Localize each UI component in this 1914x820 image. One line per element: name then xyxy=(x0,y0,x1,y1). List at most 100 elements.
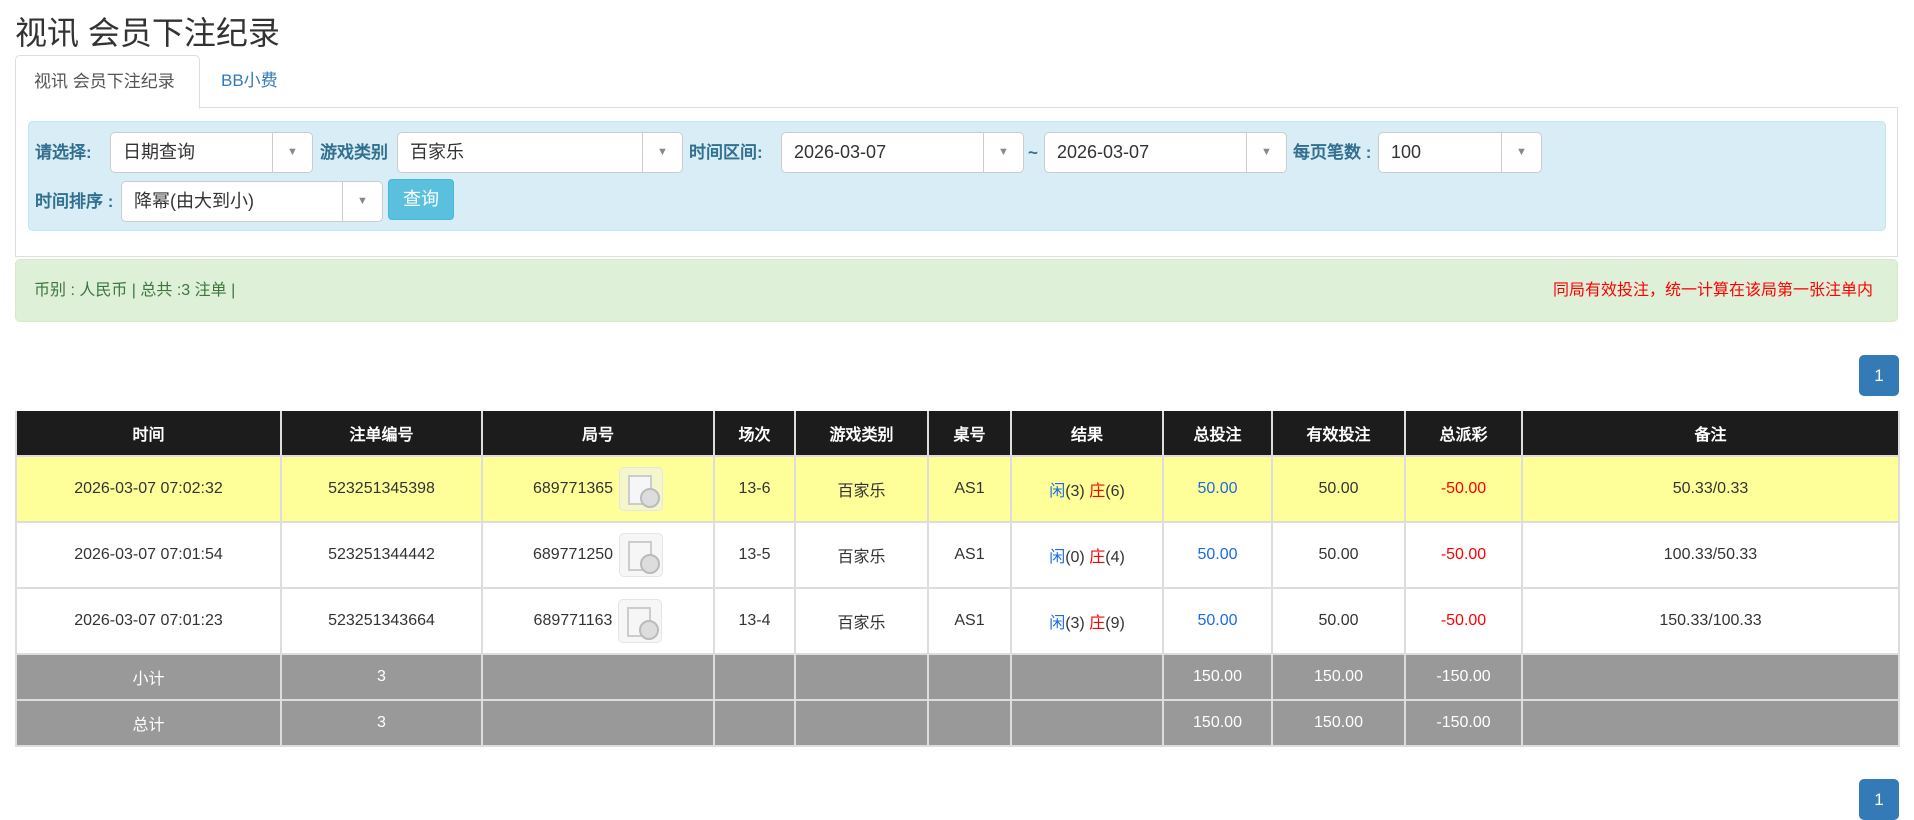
session: 13-5 xyxy=(713,521,796,589)
column-header: 备注 xyxy=(1521,411,1900,457)
subtotal-label: 小计 xyxy=(15,653,282,701)
total-label: 总计 xyxy=(15,699,282,747)
player-points: (3) xyxy=(1065,483,1085,500)
result: 闲(0) 庄(4) xyxy=(1010,521,1164,589)
round-id: 689771250 xyxy=(532,546,614,564)
remark: 150.33/100.33 xyxy=(1521,587,1900,655)
total-total-bet: 150.00 xyxy=(1162,699,1273,747)
round-id: 689771365 xyxy=(532,480,614,498)
date-from-select[interactable]: 2026-03-07 ▼ xyxy=(781,132,1024,173)
bet-id: 523251343664 xyxy=(280,587,483,655)
per-page-value: 100 xyxy=(1391,142,1422,162)
column-header: 有效投注 xyxy=(1271,411,1406,457)
total-count: 3 xyxy=(280,699,483,747)
query-type-select[interactable]: 日期查询 ▼ xyxy=(110,132,313,173)
chevron-down-icon: ▼ xyxy=(642,133,682,172)
banker-points: (6) xyxy=(1105,483,1125,500)
total-valid-bet: 150.00 xyxy=(1271,699,1406,747)
subtotal-payout: -150.00 xyxy=(1404,653,1523,701)
payout: -50.00 xyxy=(1404,587,1523,655)
round-cell: 689771365 xyxy=(481,455,715,523)
column-header: 总派彩 xyxy=(1404,411,1523,457)
bet-id: 523251344442 xyxy=(280,521,483,589)
column-header: 总投注 xyxy=(1162,411,1273,457)
chevron-down-icon: ▼ xyxy=(272,133,312,172)
round-cell: 689771250 xyxy=(481,521,715,589)
column-header: 游戏类别 xyxy=(794,411,929,457)
video-replay-icon[interactable] xyxy=(619,533,664,577)
table-row: 2026-03-07 07:01:23 523251343664 6897711… xyxy=(15,587,1900,655)
column-header: 桌号 xyxy=(927,411,1012,457)
table-row: 2026-03-07 07:01:54 523251344442 6897712… xyxy=(15,521,1900,589)
player-points: (3) xyxy=(1065,615,1085,632)
sort-select[interactable]: 降幂(由大到小) ▼ xyxy=(121,181,383,222)
total-bet: 50.00 xyxy=(1162,521,1273,589)
subtotal-total-bet: 150.00 xyxy=(1162,653,1273,701)
total-bet: 50.00 xyxy=(1162,587,1273,655)
round-id: 689771163 xyxy=(533,612,613,630)
payout: -50.00 xyxy=(1404,455,1523,523)
date-to-select[interactable]: 2026-03-07 ▼ xyxy=(1044,132,1287,173)
bet-time: 2026-03-07 07:01:23 xyxy=(15,587,282,655)
result: 闲(3) 庄(9) xyxy=(1010,587,1164,655)
video-replay-icon[interactable] xyxy=(619,467,664,511)
result: 闲(3) 庄(6) xyxy=(1010,455,1164,523)
bet-time: 2026-03-07 07:01:54 xyxy=(15,521,282,589)
filter-panel: 请选择: 日期查询 ▼ 游戏类别 百家乐 ▼ 时间区间: 2026-03-07 ▼ ~… xyxy=(15,107,1898,257)
page-title: 视讯 会员下注纪录 xyxy=(15,15,280,51)
game-type: 百家乐 xyxy=(794,587,929,655)
summary-note: 同局有效投注，统一计算在该局第一张注单内 xyxy=(1552,282,1873,299)
player-points: (0) xyxy=(1065,549,1085,566)
banker-points: (9) xyxy=(1105,615,1125,632)
subtotal-row: 小计 3 150.00 150.00 -150.00 xyxy=(15,653,1900,701)
tilde: ~ xyxy=(1028,143,1038,162)
table-no: AS1 xyxy=(927,587,1012,655)
chevron-down-icon: ▼ xyxy=(1501,133,1541,172)
banker-label: 庄 xyxy=(1089,549,1106,566)
game-select[interactable]: 百家乐 ▼ xyxy=(397,132,683,173)
pagination-page-top[interactable]: 1 xyxy=(1859,355,1899,396)
valid-bet: 50.00 xyxy=(1271,521,1406,589)
table-no: AS1 xyxy=(927,455,1012,523)
total-bet: 50.00 xyxy=(1162,455,1273,523)
per-page-label: 每页笔数 : xyxy=(1293,143,1372,162)
game-value: 百家乐 xyxy=(410,142,464,162)
column-header: 局号 xyxy=(481,411,715,457)
query-type-value: 日期查询 xyxy=(123,142,195,162)
date-to-value: 2026-03-07 xyxy=(1057,142,1150,162)
session: 13-4 xyxy=(713,587,796,655)
game-type: 百家乐 xyxy=(794,455,929,523)
total-row: 总计 3 150.00 150.00 -150.00 xyxy=(15,699,1900,747)
column-header: 场次 xyxy=(713,411,796,457)
bet-id: 523251345398 xyxy=(280,455,483,523)
per-page-select[interactable]: 100 ▼ xyxy=(1378,132,1542,173)
column-header: 注单编号 xyxy=(280,411,483,457)
chevron-down-icon: ▼ xyxy=(342,182,382,221)
game-label: 游戏类别 xyxy=(320,143,388,162)
player-label: 闲 xyxy=(1049,615,1066,632)
remark: 50.33/0.33 xyxy=(1521,455,1900,523)
chevron-down-icon: ▼ xyxy=(1246,133,1286,172)
player-label: 闲 xyxy=(1049,549,1066,566)
total-payout: -150.00 xyxy=(1404,699,1523,747)
range-label: 时间区间: xyxy=(689,143,763,162)
sort-label: 时间排序 : xyxy=(35,192,114,211)
bet-records-table: 时间 注单编号 局号 场次 游戏类别 桌号 结果 总投注 有效投注 总派彩 备注 2026-03-0… xyxy=(15,411,1900,747)
tab-bar: 视讯 会员下注纪录 BB小费 xyxy=(15,55,1898,109)
bet-time: 2026-03-07 07:02:32 xyxy=(15,455,282,523)
payout: -50.00 xyxy=(1404,521,1523,589)
query-button[interactable]: 查询 xyxy=(388,179,454,220)
pagination-page-bottom[interactable]: 1 xyxy=(1859,779,1899,820)
video-replay-icon[interactable] xyxy=(618,599,663,643)
subtotal-valid-bet: 150.00 xyxy=(1271,653,1406,701)
banker-points: (4) xyxy=(1105,549,1125,566)
table-row: 2026-03-07 07:02:32 523251345398 6897713… xyxy=(15,455,1900,523)
banker-label: 庄 xyxy=(1089,483,1106,500)
select-label: 请选择: xyxy=(35,143,92,162)
column-header: 结果 xyxy=(1010,411,1164,457)
tab-bb-tips[interactable]: BB小费 xyxy=(221,71,278,90)
summary-text: 币别 : 人民币 | 总共 :3 注单 | xyxy=(34,282,236,299)
valid-bet: 50.00 xyxy=(1271,455,1406,523)
valid-bet: 50.00 xyxy=(1271,587,1406,655)
tab-bet-records[interactable]: 视讯 会员下注纪录 xyxy=(15,55,200,109)
